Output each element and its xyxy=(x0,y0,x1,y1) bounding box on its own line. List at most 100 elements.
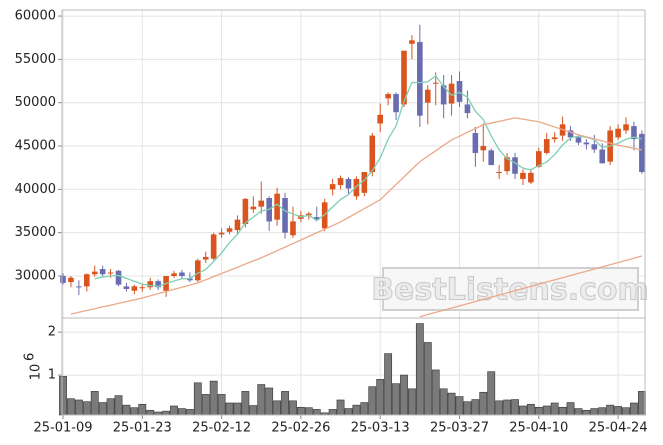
candle-body xyxy=(520,172,526,179)
candle-body xyxy=(639,133,645,173)
candle-body xyxy=(258,200,265,207)
candle-body xyxy=(512,157,518,174)
volume-bar xyxy=(463,401,472,416)
candle-body xyxy=(504,157,510,172)
volume-bar xyxy=(273,400,282,416)
volume-bar xyxy=(479,391,488,416)
candle-body xyxy=(290,221,296,236)
volume-bar xyxy=(328,409,337,416)
candle-body xyxy=(282,198,288,233)
volume-bar xyxy=(82,401,91,416)
volume-bar xyxy=(106,398,115,416)
volume-bar xyxy=(360,402,369,416)
x-tick-label: 25-02-12 xyxy=(192,421,251,436)
y-tick-label: 45000 xyxy=(15,139,56,154)
volume-bar xyxy=(534,406,543,416)
volume-bar xyxy=(98,402,107,416)
candle-body xyxy=(409,40,415,44)
volume-bar xyxy=(225,402,234,416)
volume-bar xyxy=(289,400,297,416)
volume-bar xyxy=(162,410,170,416)
volume-bar xyxy=(344,408,353,416)
volume-bar xyxy=(114,395,123,416)
volume-bar xyxy=(455,396,464,416)
volume-bar xyxy=(59,376,67,416)
volume-bar xyxy=(590,408,599,416)
volume-bar xyxy=(138,403,147,416)
volume-bar xyxy=(447,392,456,416)
candle-body xyxy=(591,144,598,150)
candle-body xyxy=(369,135,376,173)
volume-bar xyxy=(233,402,242,416)
candle-body xyxy=(623,124,629,131)
x-tick-label: 25-04-10 xyxy=(509,421,568,436)
x-tick-label: 25-03-13 xyxy=(351,421,410,436)
volume-bar xyxy=(495,400,504,416)
candle-body xyxy=(218,232,225,235)
volume-bar xyxy=(622,407,630,416)
candle-body xyxy=(147,281,154,288)
candle-body xyxy=(464,104,471,114)
volume-bar xyxy=(368,386,377,416)
candle-body xyxy=(424,89,431,103)
volume-bar xyxy=(130,407,139,416)
volume-bar xyxy=(400,374,408,416)
volume-bar xyxy=(209,380,218,416)
moving-average-line xyxy=(94,74,643,287)
volume-bar xyxy=(74,399,83,416)
candle-body xyxy=(456,81,463,102)
candle-body xyxy=(131,286,138,291)
candle-body xyxy=(171,273,177,276)
volume-bar xyxy=(296,406,305,416)
candle-body xyxy=(432,82,439,84)
candle-body xyxy=(353,178,360,197)
volume-bar xyxy=(217,394,226,416)
volume-bar xyxy=(376,379,385,416)
x-tick-label: 25-02-26 xyxy=(271,421,330,436)
candle-body xyxy=(91,271,98,275)
watermark: BestListens.com xyxy=(371,267,649,311)
volume-bar xyxy=(423,342,432,416)
volume-bar xyxy=(574,408,583,416)
volume-bar xyxy=(249,405,258,416)
candle-body xyxy=(377,114,383,124)
candle-body xyxy=(543,139,550,153)
volume-bar xyxy=(431,369,440,416)
candle-body xyxy=(195,260,201,281)
candle-body xyxy=(187,278,193,281)
candle-body xyxy=(551,137,558,140)
volume-bar xyxy=(439,388,448,416)
candle-body xyxy=(313,217,320,220)
volume-frame xyxy=(61,317,646,416)
volume-bar xyxy=(281,391,289,416)
candle-body xyxy=(60,275,66,283)
candle-body xyxy=(250,206,257,210)
volume-bar xyxy=(606,404,615,416)
volume-bar xyxy=(241,391,250,416)
y-tick-label: 40000 xyxy=(15,182,56,197)
y-tick-label: 55000 xyxy=(15,52,56,67)
volume-bar xyxy=(178,408,186,416)
candle-body xyxy=(536,151,542,167)
candle-body xyxy=(575,137,582,143)
x-tick-label: 25-03-27 xyxy=(430,421,489,436)
y-tick-label: 50000 xyxy=(15,95,56,110)
candle-body xyxy=(361,172,368,193)
candle-body xyxy=(385,94,391,99)
volume-bar xyxy=(511,399,519,416)
candle-body xyxy=(599,149,606,164)
watermark-box xyxy=(382,267,639,311)
volume-bar xyxy=(566,402,575,416)
candle-body xyxy=(139,287,146,289)
candle-body xyxy=(329,184,336,190)
candle-body xyxy=(401,50,407,105)
moving-average-line xyxy=(70,117,643,315)
candle-body xyxy=(115,270,122,285)
volume-bar xyxy=(598,407,607,416)
volume-bar xyxy=(408,388,416,416)
x-tick-label: 25-01-09 xyxy=(33,421,92,436)
volume-bar xyxy=(526,403,535,416)
volume-bar xyxy=(392,383,400,416)
candle-body xyxy=(234,219,241,231)
